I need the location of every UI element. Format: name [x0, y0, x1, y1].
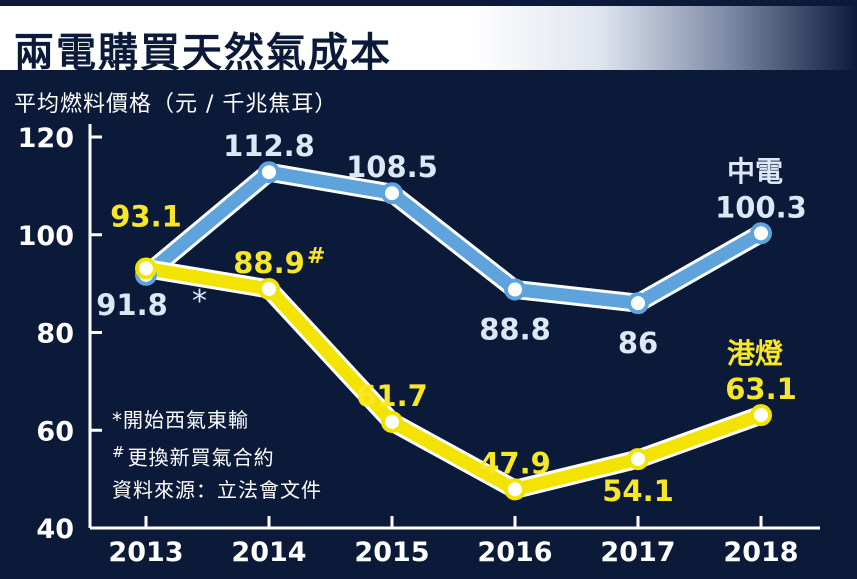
- note-star: *開始西氣東輸: [112, 404, 322, 436]
- hk-2014-hash-marker: #: [307, 244, 325, 269]
- series-1-line: [139, 261, 768, 496]
- series-0-point-2018: [750, 222, 772, 245]
- series-0-label-2013: 91.8: [96, 288, 168, 322]
- legend-clp: 中電: [727, 155, 784, 188]
- series-1-point-2017: [627, 448, 649, 471]
- series-0-point-2015: [381, 182, 403, 205]
- series-1-point-2018: [750, 404, 772, 427]
- series-0-point-2014: [258, 161, 280, 184]
- source-note: 資料來源：立法會文件: [112, 477, 322, 502]
- series-0-point-2017: [627, 292, 649, 315]
- x-tick-label-2017: 2017: [600, 537, 675, 568]
- series-0-label-2018: 100.3: [715, 190, 807, 224]
- series-1-point-2013: [135, 257, 157, 280]
- note-star-symbol: *: [112, 408, 123, 432]
- title-bar: 兩電購買天然氣成本: [0, 6, 857, 76]
- chart-title: 兩電購買天然氣成本: [14, 30, 392, 76]
- series-1-label-2015: 61.7: [356, 379, 428, 413]
- y-tick-label-100: 100: [18, 221, 74, 252]
- series-0-label-2015: 108.5: [346, 150, 438, 184]
- note-hash-symbol: #: [112, 443, 126, 461]
- series-0-point-2016: [504, 278, 526, 301]
- y-axis-label: 平均燃料價格（元 / 千兆焦耳）: [14, 92, 338, 117]
- y-tick-label-80: 80: [36, 319, 74, 350]
- series-1-point-2014: [258, 278, 280, 301]
- note-star-text: 開始西氣東輸: [123, 408, 249, 432]
- series-1-label-2017: 54.1: [602, 474, 674, 508]
- y-tick-label-120: 120: [18, 123, 74, 154]
- series-1-label-2018: 63.1: [725, 372, 797, 406]
- y-tick-label-60: 60: [36, 416, 74, 447]
- series-1-label-2013: 93.1: [110, 199, 182, 233]
- x-tick-label-2013: 2013: [108, 537, 183, 568]
- series-0-label-2016: 88.8: [479, 312, 551, 346]
- y-tick-label-40: 40: [36, 514, 74, 545]
- note-hash: # 更換新買氣合約: [112, 436, 322, 474]
- series-0-line: [139, 165, 768, 310]
- series-1-point-2016: [504, 478, 526, 501]
- series-1-label-2014: 88.9: [233, 246, 305, 280]
- notes-block: *開始西氣東輸 # 更換新買氣合約 資料來源：立法會文件: [112, 404, 322, 506]
- series-1-point-2015: [381, 410, 403, 433]
- legend-hkelectric: 港燈: [727, 337, 784, 370]
- series-0-label-2014: 112.8: [223, 129, 315, 163]
- x-tick-label-2016: 2016: [477, 537, 552, 568]
- x-tick-label-2018: 2018: [723, 537, 798, 568]
- clp-2013-star-marker: *: [192, 284, 207, 319]
- series-0-label-2017: 86: [618, 326, 658, 360]
- x-tick-label-2015: 2015: [354, 537, 429, 568]
- note-hash-text: 更換新買氣合約: [127, 445, 275, 470]
- series-1-label-2016: 47.9: [479, 446, 551, 480]
- x-tick-label-2014: 2014: [231, 537, 306, 568]
